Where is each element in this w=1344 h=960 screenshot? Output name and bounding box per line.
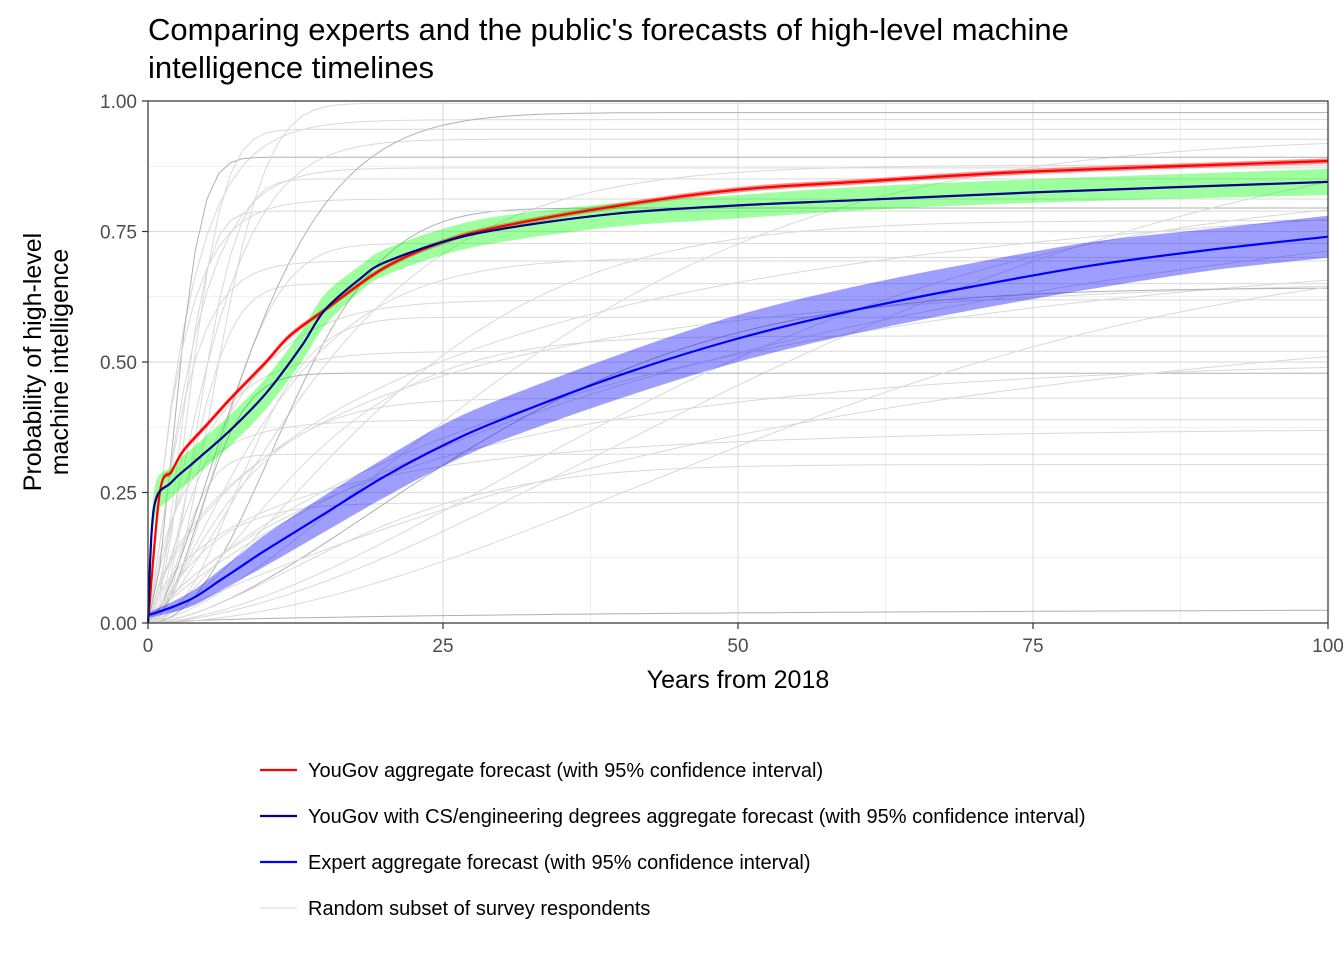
respondent-line: [147, 112, 1328, 624]
respondent-line: [147, 279, 1329, 624]
respondent-line: [147, 207, 1328, 624]
respondent-line: [147, 609, 1328, 624]
respondent-line: [147, 210, 1328, 624]
respondent-line: [147, 128, 1328, 624]
respondent-line: [147, 156, 1328, 624]
legend: YouGov aggregate forecast (with 95% conf…: [260, 760, 1086, 920]
respondent-line: [147, 138, 1328, 624]
respondent-line: [147, 286, 1329, 624]
respondent-line: [147, 283, 1328, 624]
respondent-line: [147, 419, 1328, 624]
respondent-line: [147, 316, 1328, 624]
x-tick-label: 50: [727, 636, 748, 657]
respondent-line: [147, 397, 1328, 624]
respondent-line: [147, 335, 1328, 624]
x-tick-label: 75: [1022, 636, 1043, 657]
respondent-lines: [147, 102, 1329, 624]
respondent-line: [147, 366, 1329, 624]
respondent-line: [147, 119, 1328, 624]
respondent-line: [147, 209, 1329, 624]
respondent-line: [147, 242, 1328, 624]
respondent-line: [147, 102, 1328, 624]
chart-title-line-2: intelligence timelines: [148, 50, 434, 85]
respondent-line: [147, 350, 1328, 624]
respondent-line: [147, 429, 1329, 624]
respondent-line: [147, 299, 1328, 624]
series-line-2: [146, 180, 1329, 624]
respondent-line: [147, 198, 1328, 624]
confidence-band-3: [148, 215, 1328, 618]
series-lines: [146, 159, 1329, 624]
legend-label: YouGov aggregate forecast (with 95% conf…: [308, 760, 823, 782]
y-tick-label: 0.25: [100, 484, 137, 505]
y-tick-label: 1.00: [100, 92, 137, 113]
respondent-line: [147, 181, 1329, 624]
respondent-line: [147, 287, 1329, 624]
confidence-bands: [148, 158, 1328, 623]
legend-label: Random subset of survey respondents: [308, 898, 650, 920]
y-tick-label: 0.50: [100, 353, 137, 374]
x-tick-label: 0: [143, 636, 154, 657]
y-tick-label: 0.00: [100, 614, 137, 635]
respondent-line: [147, 453, 1328, 624]
respondent-line: [147, 260, 1328, 624]
respondent-line: [147, 178, 1328, 624]
respondent-line: [147, 285, 1329, 624]
legend-label: Expert aggregate forecast (with 95% conf…: [308, 852, 811, 874]
respondent-line: [147, 220, 1328, 624]
x-tick-label: 100: [1312, 636, 1344, 657]
chart-title-line-1: Comparing experts and the public's forec…: [148, 12, 1069, 47]
respondent-line: [147, 219, 1329, 624]
respondent-line: [147, 502, 1328, 624]
series-line-3: [147, 235, 1329, 617]
y-axis-title-line-2: machine intelligence: [46, 249, 74, 476]
respondent-line: [147, 464, 1328, 624]
x-tick-label: 25: [432, 636, 453, 657]
series-line-1: [146, 159, 1329, 624]
y-tick-label: 0.75: [100, 223, 137, 244]
respondent-line: [147, 164, 1328, 624]
y-axis-title-line-1: Probability of high-level: [19, 233, 47, 491]
x-axis-title: Years from 2018: [647, 666, 830, 694]
axis-ticks: 0 25 50 75 100 0.00 0.25 0.50 0.75 1.00: [100, 92, 1344, 657]
legend-label: YouGov with CS/engineering degrees aggre…: [308, 806, 1086, 828]
